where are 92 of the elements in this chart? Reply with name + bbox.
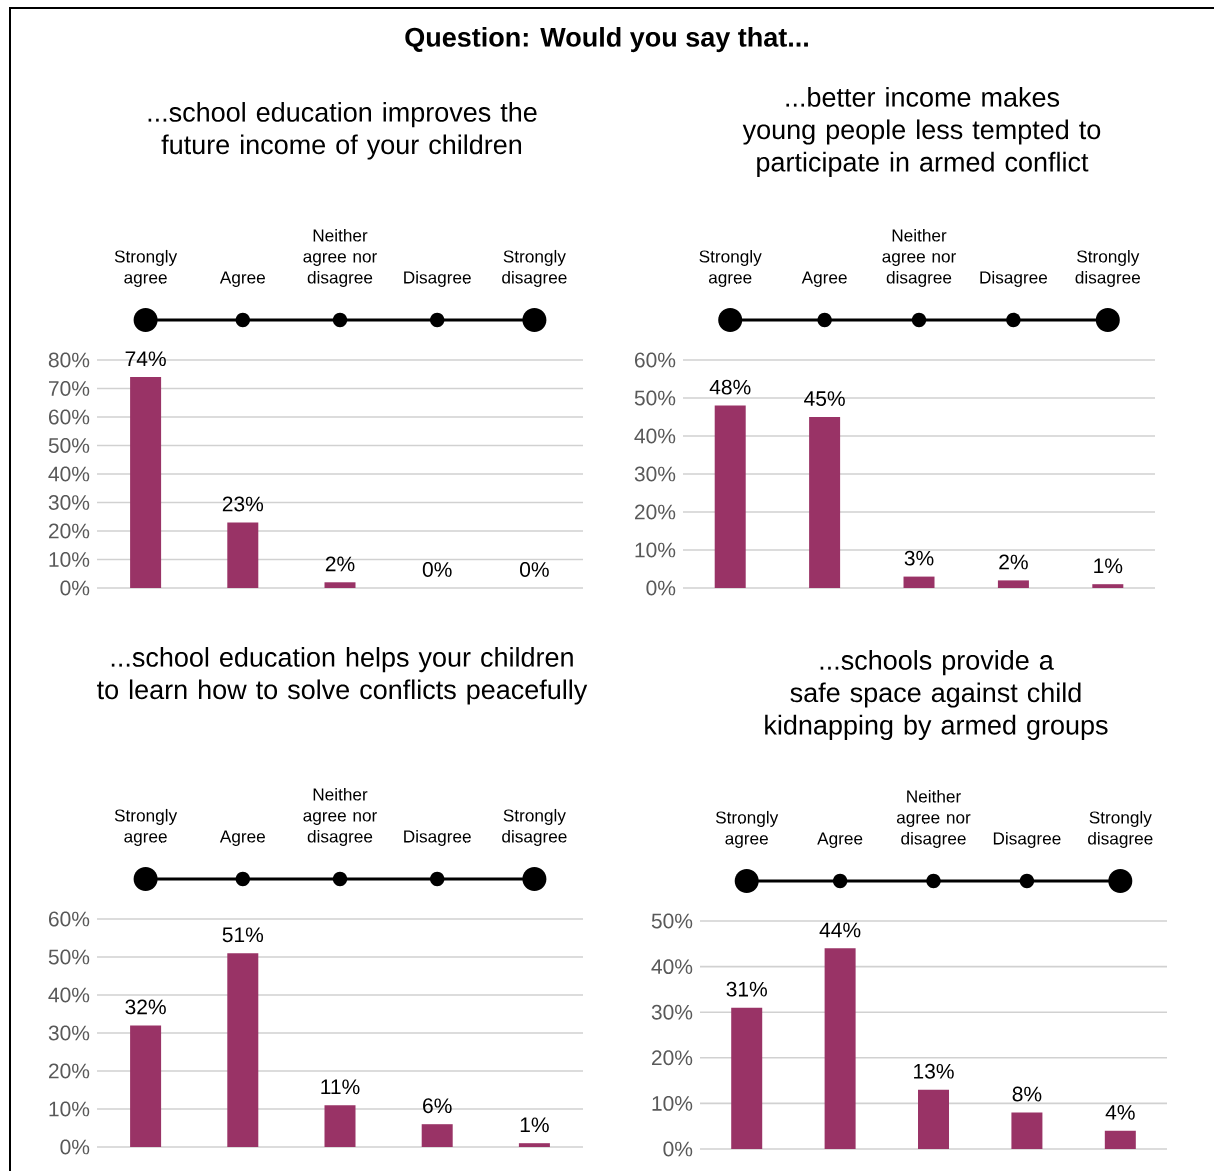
x-tick-label: Strongly agree bbox=[715, 810, 779, 848]
x-tick-label: Strongly disagree bbox=[1088, 810, 1153, 848]
bar bbox=[918, 1089, 950, 1149]
data-label: 51% bbox=[222, 927, 264, 943]
bar bbox=[903, 576, 935, 588]
y-tick-label: 20% bbox=[652, 1050, 693, 1066]
x-tick-label: Neither agree nor disagree bbox=[303, 228, 377, 287]
y-tick-label: 10% bbox=[652, 1095, 693, 1111]
bar bbox=[324, 1105, 356, 1147]
data-label: 0% bbox=[422, 562, 452, 577]
data-label: 45% bbox=[804, 391, 845, 406]
y-tick-label: 10% bbox=[49, 1101, 90, 1117]
y-tick-label: 30% bbox=[48, 495, 90, 510]
data-label: 1% bbox=[520, 1117, 549, 1133]
y-tick-label: 60% bbox=[48, 409, 90, 425]
data-label: 11% bbox=[321, 1079, 360, 1095]
x-tick-label: Strongly disagree bbox=[502, 808, 567, 846]
y-tick-label: 20% bbox=[635, 504, 676, 520]
y-tick-label: 0% bbox=[60, 1139, 90, 1155]
data-label: 13% bbox=[914, 1063, 954, 1079]
data-label: 2% bbox=[325, 556, 355, 572]
chart-title: ...better income makes young people less tempted to participate in armed conflict bbox=[742, 87, 1101, 177]
bar bbox=[809, 417, 841, 588]
y-tick-label: 0% bbox=[60, 580, 90, 596]
y-tick-label: 30% bbox=[651, 1004, 693, 1020]
y-tick-label: 80% bbox=[48, 352, 90, 368]
data-label: 32% bbox=[125, 999, 166, 1015]
bar bbox=[324, 582, 356, 588]
y-tick-label: 30% bbox=[634, 466, 676, 482]
y-tick-label: 0% bbox=[663, 1141, 693, 1157]
y-tick-label: 50% bbox=[651, 913, 693, 929]
x-tick-label: Disagree bbox=[980, 270, 1048, 287]
x-tick-label: Neither agree nor disagree bbox=[303, 787, 377, 846]
chart-title: Question: Would you say that... bbox=[405, 27, 808, 53]
x-tick-label: Strongly disagree bbox=[1075, 249, 1140, 287]
bar bbox=[1104, 1130, 1136, 1149]
x-tick-label: Agree bbox=[219, 830, 265, 846]
bar bbox=[731, 1007, 763, 1149]
data-label: 23% bbox=[222, 496, 264, 512]
chart-title: ...schools provide a safe space against child kidnapping by armed groups bbox=[765, 650, 1108, 740]
data-label: 2% bbox=[999, 554, 1028, 570]
y-tick-label: 50% bbox=[48, 949, 90, 965]
data-label: 31% bbox=[726, 981, 767, 997]
x-tick-label: Strongly disagree bbox=[502, 249, 567, 287]
bar bbox=[227, 953, 259, 1147]
x-tick-label: Strongly agree bbox=[699, 249, 762, 287]
x-tick-label: Neither agree nor disagree bbox=[882, 228, 956, 287]
data-label: 74% bbox=[125, 351, 166, 367]
y-tick-label: 40% bbox=[651, 959, 693, 975]
bar bbox=[1092, 584, 1124, 588]
data-label: 6% bbox=[423, 1098, 452, 1114]
y-tick-label: 40% bbox=[634, 428, 676, 444]
bar bbox=[1011, 1112, 1043, 1149]
y-tick-label: 70% bbox=[48, 381, 90, 396]
bar bbox=[421, 1124, 453, 1147]
y-tick-label: 20% bbox=[48, 1063, 90, 1079]
x-tick-label: Agree bbox=[817, 832, 863, 848]
x-tick-label: Neither agree nor disagree bbox=[896, 789, 971, 848]
y-tick-label: 50% bbox=[634, 390, 676, 406]
y-tick-label: 10% bbox=[49, 552, 90, 567]
bar bbox=[824, 948, 856, 1149]
x-tick-label: Agree bbox=[801, 271, 847, 287]
data-label: 0% bbox=[520, 562, 549, 577]
y-tick-label: 50% bbox=[48, 438, 90, 453]
y-tick-label: 40% bbox=[48, 987, 90, 1003]
bar bbox=[518, 1143, 550, 1147]
bar bbox=[997, 580, 1029, 588]
y-tick-label: 30% bbox=[48, 1025, 90, 1041]
data-label: 48% bbox=[709, 379, 751, 395]
x-tick-label: Disagree bbox=[404, 270, 471, 287]
data-label: 8% bbox=[1012, 1086, 1042, 1102]
x-tick-label: Strongly agree bbox=[114, 249, 178, 287]
data-label: 1% bbox=[1094, 558, 1123, 574]
data-label: 3% bbox=[904, 550, 934, 566]
y-tick-label: 40% bbox=[48, 466, 90, 482]
y-tick-label: 60% bbox=[635, 352, 676, 368]
bar bbox=[714, 405, 746, 588]
y-tick-label: 60% bbox=[48, 911, 90, 927]
y-tick-label: 0% bbox=[646, 580, 676, 596]
x-tick-label: Disagree bbox=[404, 829, 471, 846]
x-tick-label: Strongly agree bbox=[114, 808, 178, 846]
data-label: 4% bbox=[1105, 1105, 1135, 1120]
bar bbox=[130, 377, 162, 588]
bar bbox=[227, 522, 259, 588]
x-tick-label: Agree bbox=[219, 271, 265, 287]
bar bbox=[130, 1025, 162, 1147]
y-tick-label: 10% bbox=[635, 542, 676, 558]
y-tick-label: 20% bbox=[48, 523, 90, 539]
chart-subtitle: ...school education improves the future income of your children bbox=[148, 102, 537, 160]
data-label: 44% bbox=[819, 922, 861, 938]
chart-title: ...school education helps your children to learn how to solve conflicts peacefully bbox=[97, 647, 588, 705]
x-tick-label: Disagree bbox=[993, 831, 1061, 848]
